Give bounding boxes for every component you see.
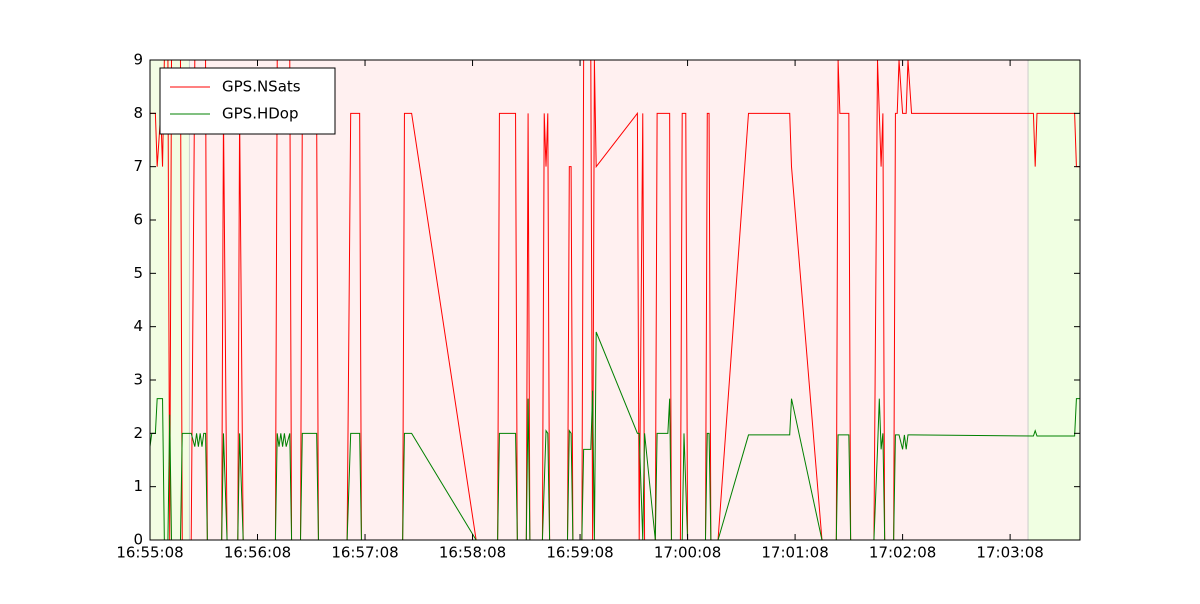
legend-label: GPS.HDop [222,105,299,123]
x-tick-label: 17:02:08 [869,544,936,562]
y-tick-label: 9 [133,51,143,69]
legend-label: GPS.NSats [222,78,301,96]
x-tick-label: 16:55:08 [116,544,183,562]
y-tick-label: 4 [133,317,143,335]
series-line [150,60,1080,540]
plot-frame [149,59,1081,541]
y-tick-label: 8 [133,104,143,122]
y-tick-label: 5 [133,264,143,282]
x-tick-label: 16:58:08 [439,544,506,562]
x-tick-label: 16:59:08 [546,544,613,562]
y-tick-label: 2 [133,424,143,442]
legend-box [159,67,336,135]
x-tick-label: 17:03:08 [976,544,1043,562]
x-tick-label: 17:01:08 [761,544,828,562]
y-tick-label: 0 [133,531,143,549]
legend: GPS.NSats GPS.HDop [159,67,336,135]
shaded-region [1028,60,1080,540]
x-tick-label: 17:00:08 [654,544,721,562]
y-tick-label: 6 [133,211,143,229]
x-tick-label: 16:57:08 [331,544,398,562]
x-tick-label: 16:56:08 [224,544,291,562]
y-tick-label: 7 [133,157,143,175]
y-tick-label: 3 [133,371,143,389]
series-line [150,331,1080,540]
y-tick-label: 1 [133,477,143,495]
shaded-region [189,60,1029,540]
